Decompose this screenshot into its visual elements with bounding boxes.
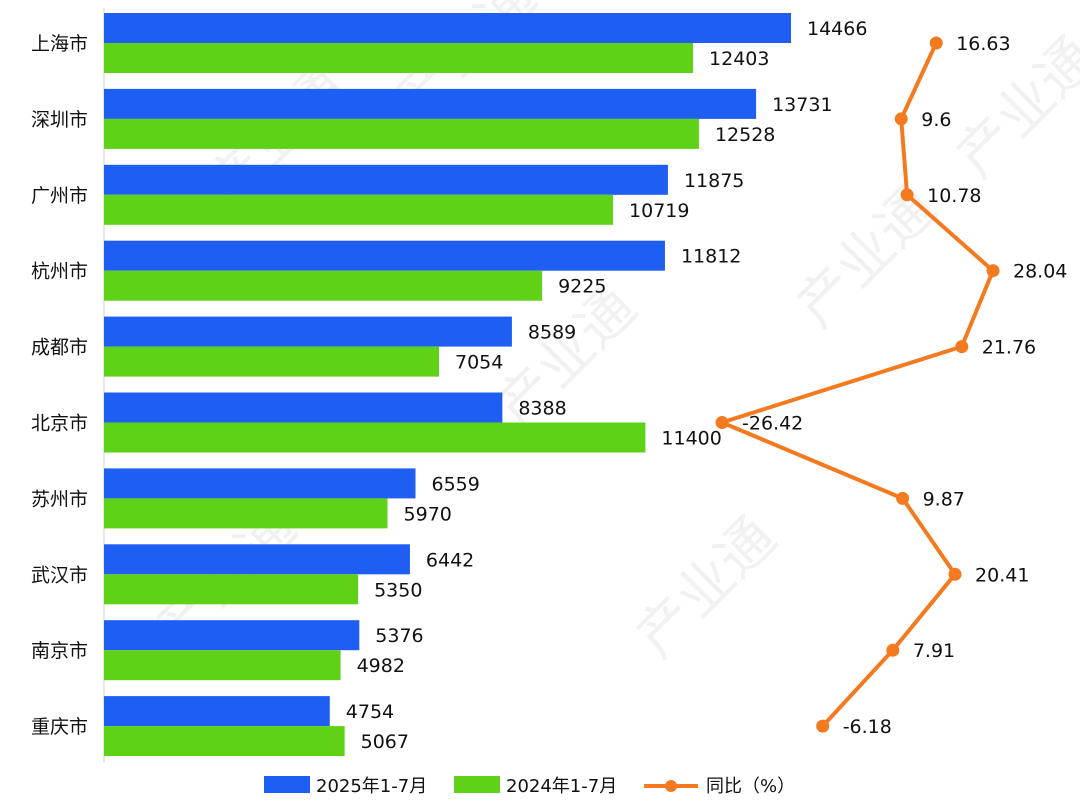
- legend-label-2024: 2024年1-7月: [506, 776, 617, 797]
- category-label: 苏州市: [31, 488, 88, 510]
- bar-2024-value-label: 4982: [357, 655, 405, 677]
- yoy-value-label: -6.18: [843, 716, 892, 738]
- bar-2025: [104, 468, 416, 499]
- bar-2025: [104, 240, 665, 271]
- yoy-value-label: -26.42: [742, 413, 803, 435]
- bar-2024: [104, 650, 341, 681]
- yoy-point: [900, 188, 914, 202]
- bar-2025: [104, 88, 757, 119]
- category-label: 重庆市: [31, 716, 88, 738]
- yoy-point: [955, 340, 969, 354]
- watermark-text: 产业通: [624, 505, 789, 670]
- category-label: 武汉市: [31, 564, 88, 586]
- bar-2025-value-label: 11812: [681, 246, 741, 268]
- yoy-point: [896, 491, 910, 505]
- yoy-value-label: 16.63: [956, 33, 1010, 55]
- yoy-line: [720, 42, 995, 728]
- bar-2024-value-label: 12403: [709, 48, 769, 70]
- bar-2024-value-label: 11400: [661, 428, 721, 450]
- bar-2025: [104, 696, 330, 727]
- yoy-point: [715, 416, 729, 429]
- bar-2025: [104, 392, 503, 423]
- legend-swatch-yoy-point: [665, 780, 677, 792]
- yoy-point: [886, 643, 900, 657]
- bar-layer: 14466 12403 13731 12528 11875 10719 11812 9225 8…: [104, 13, 867, 757]
- yoy-value-label: 9.6: [921, 109, 951, 131]
- bar-2025: [104, 316, 512, 347]
- bar-2025-value-label: 5376: [375, 625, 423, 647]
- yoy-value-label: 21.76: [982, 337, 1036, 359]
- bar-2024-value-label: 10719: [629, 200, 689, 222]
- bar-2025-value-label: 6559: [431, 473, 479, 495]
- bar-2024-value-label: 7054: [455, 352, 503, 374]
- bar-2024: [104, 43, 694, 73]
- legend: 2025年1-7月 2024年1-7月 同比（%）: [264, 776, 795, 797]
- bar-2024: [104, 346, 439, 377]
- category-label: 南京市: [31, 640, 88, 662]
- bar-2024-value-label: 5067: [361, 731, 409, 753]
- watermark-text: 产业通: [784, 175, 949, 340]
- bar-2024: [104, 270, 543, 301]
- line-layer: 16.63 9.6 10.78 28.04 21.76 -26.42 9.87 20.41 7.…: [715, 33, 1067, 738]
- legend-label-2025: 2025年1-7月: [316, 776, 427, 797]
- bar-2025-value-label: 4754: [346, 701, 394, 723]
- bar-2024-value-label: 5970: [404, 503, 452, 525]
- yoy-value-label: 7.91: [913, 640, 955, 662]
- bar-2025-value-label: 11875: [684, 170, 744, 192]
- category-label: 杭州市: [31, 261, 88, 283]
- bar-2025-value-label: 8589: [528, 322, 576, 344]
- yoy-point: [816, 719, 830, 733]
- category-label: 上海市: [31, 33, 88, 55]
- bar-2024-value-label: 9225: [558, 276, 606, 298]
- category-label: 成都市: [31, 337, 88, 359]
- bar-2025-value-label: 8388: [518, 398, 566, 420]
- bar-2024: [104, 726, 345, 757]
- category-label: 广州市: [31, 185, 88, 207]
- category-label: 深圳市: [31, 109, 88, 131]
- legend-label-yoy: 同比（%）: [706, 776, 795, 797]
- yoy-value-label: 28.04: [1013, 261, 1067, 283]
- bar-2024-value-label: 5350: [374, 579, 422, 601]
- bar-2024: [104, 118, 699, 149]
- yoy-value-label: 9.87: [923, 488, 965, 510]
- yoy-point: [929, 36, 943, 50]
- bar-2024: [104, 574, 359, 605]
- bar-2025-value-label: 14466: [807, 18, 867, 40]
- bar-2025-value-label: 13731: [772, 94, 832, 116]
- yoy-value-label: 10.78: [927, 185, 981, 207]
- bar-2025: [104, 620, 360, 651]
- yoy-point: [948, 567, 962, 581]
- bar-2025: [104, 164, 668, 195]
- legend-swatch-2024: [454, 776, 500, 793]
- category-label: 北京市: [31, 413, 88, 435]
- yoy-point: [986, 264, 1000, 278]
- yoy-point: [894, 112, 908, 126]
- bar-2025: [104, 13, 791, 43]
- bar-2025: [104, 544, 410, 575]
- bar-2025-value-label: 6442: [426, 549, 474, 571]
- bar-2024: [104, 422, 646, 453]
- yoy-value-label: 20.41: [975, 564, 1029, 586]
- bar-2024-value-label: 12528: [715, 124, 775, 146]
- bar-2024: [104, 194, 614, 225]
- bar-2024: [104, 498, 388, 529]
- legend-swatch-2025: [264, 776, 310, 793]
